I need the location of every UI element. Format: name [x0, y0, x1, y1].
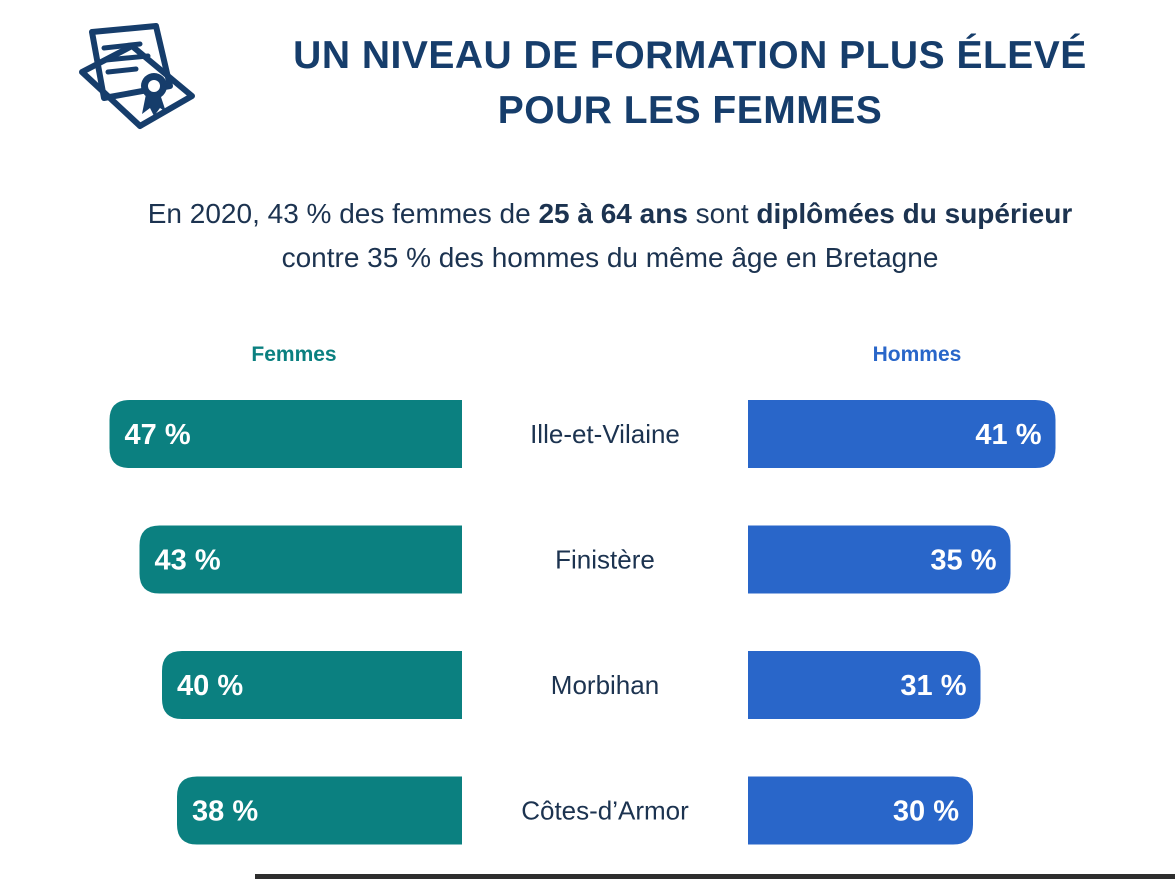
category-label: Côtes-d’Armor: [521, 796, 689, 826]
bar-hommes: [748, 776, 973, 845]
bar-hommes: [748, 651, 981, 719]
legend-hommes: Hommes: [872, 343, 962, 366]
bottom-edge-strip: [255, 874, 1175, 879]
bar-femmes-label: 40 %: [177, 670, 243, 702]
bar-femmes: [109, 400, 462, 468]
legend-femmes: Femmes: [251, 343, 337, 366]
bar-hommes: [748, 525, 1011, 594]
category-label: Morbihan: [551, 670, 659, 700]
subtitle-emphasis-diploma: diplômées du supérieur: [756, 198, 1073, 229]
bar-femmes-label: 38 %: [192, 796, 258, 828]
bar-femmes: [177, 776, 462, 845]
diploma-certificate-icon: [79, 23, 195, 129]
page-title: UN NIVEAU DE FORMATION PLUS ÉLEVÉ POUR L…: [230, 28, 1150, 138]
bar-femmes-label: 43 %: [155, 545, 221, 577]
subtitle-emphasis-age: 25 à 64 ans: [538, 198, 688, 229]
subtitle-text-1: En 2020, 43 % des femmes de: [147, 198, 539, 229]
category-label: Finistère: [555, 545, 655, 575]
bar-hommes-label: 30 %: [893, 796, 959, 828]
category-label: Ille-et-Vilaine: [530, 419, 680, 449]
subtitle: En 2020, 43 % des femmes de 25 à 64 ans …: [20, 192, 1175, 280]
bar-hommes-label: 41 %: [975, 419, 1041, 451]
bar-femmes: [139, 525, 462, 594]
bar-femmes-label: 47 %: [125, 419, 191, 451]
bar-hommes-label: 35 %: [930, 545, 996, 577]
title-line-2: POUR LES FEMMES: [497, 89, 883, 132]
subtitle-text-3: contre 35 % des hommes du même âge en Br…: [281, 242, 939, 273]
subtitle-text-2: sont: [687, 198, 757, 229]
bar-hommes: [748, 400, 1056, 468]
bar-femmes: [162, 651, 462, 719]
bar-hommes-label: 31 %: [900, 670, 966, 702]
title-line-1: UN NIVEAU DE FORMATION PLUS ÉLEVÉ: [293, 34, 1087, 77]
